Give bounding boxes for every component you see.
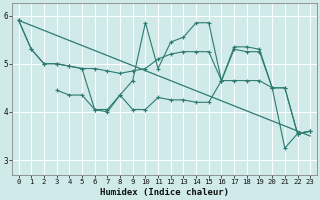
- X-axis label: Humidex (Indice chaleur): Humidex (Indice chaleur): [100, 188, 229, 197]
